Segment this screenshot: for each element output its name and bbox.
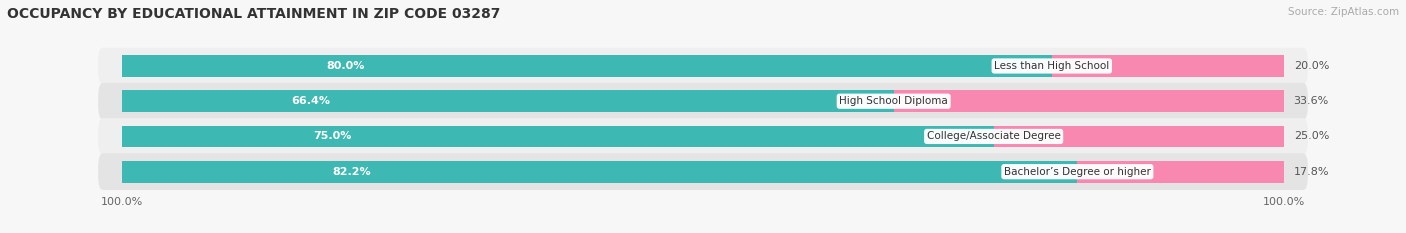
FancyBboxPatch shape bbox=[98, 83, 1308, 120]
Text: Less than High School: Less than High School bbox=[994, 61, 1109, 71]
Bar bbox=[1077, 161, 1284, 183]
Text: College/Associate Degree: College/Associate Degree bbox=[927, 131, 1060, 141]
Bar bbox=[122, 126, 994, 147]
Text: 33.6%: 33.6% bbox=[1294, 96, 1329, 106]
Bar bbox=[994, 126, 1284, 147]
Text: 80.0%: 80.0% bbox=[326, 61, 364, 71]
FancyBboxPatch shape bbox=[98, 118, 1308, 155]
Bar bbox=[122, 90, 894, 112]
Text: 82.2%: 82.2% bbox=[332, 167, 371, 177]
Text: High School Diploma: High School Diploma bbox=[839, 96, 948, 106]
Text: 25.0%: 25.0% bbox=[1294, 131, 1329, 141]
Text: 75.0%: 75.0% bbox=[314, 131, 352, 141]
FancyBboxPatch shape bbox=[98, 153, 1308, 190]
Bar bbox=[1052, 55, 1284, 77]
Text: 66.4%: 66.4% bbox=[291, 96, 330, 106]
FancyBboxPatch shape bbox=[98, 48, 1308, 84]
Bar bbox=[122, 161, 1077, 183]
Text: 17.8%: 17.8% bbox=[1294, 167, 1329, 177]
Text: Source: ZipAtlas.com: Source: ZipAtlas.com bbox=[1288, 7, 1399, 17]
Text: Bachelor’s Degree or higher: Bachelor’s Degree or higher bbox=[1004, 167, 1152, 177]
Text: OCCUPANCY BY EDUCATIONAL ATTAINMENT IN ZIP CODE 03287: OCCUPANCY BY EDUCATIONAL ATTAINMENT IN Z… bbox=[7, 7, 501, 21]
Bar bbox=[894, 90, 1284, 112]
Text: 20.0%: 20.0% bbox=[1294, 61, 1329, 71]
Bar bbox=[122, 55, 1052, 77]
